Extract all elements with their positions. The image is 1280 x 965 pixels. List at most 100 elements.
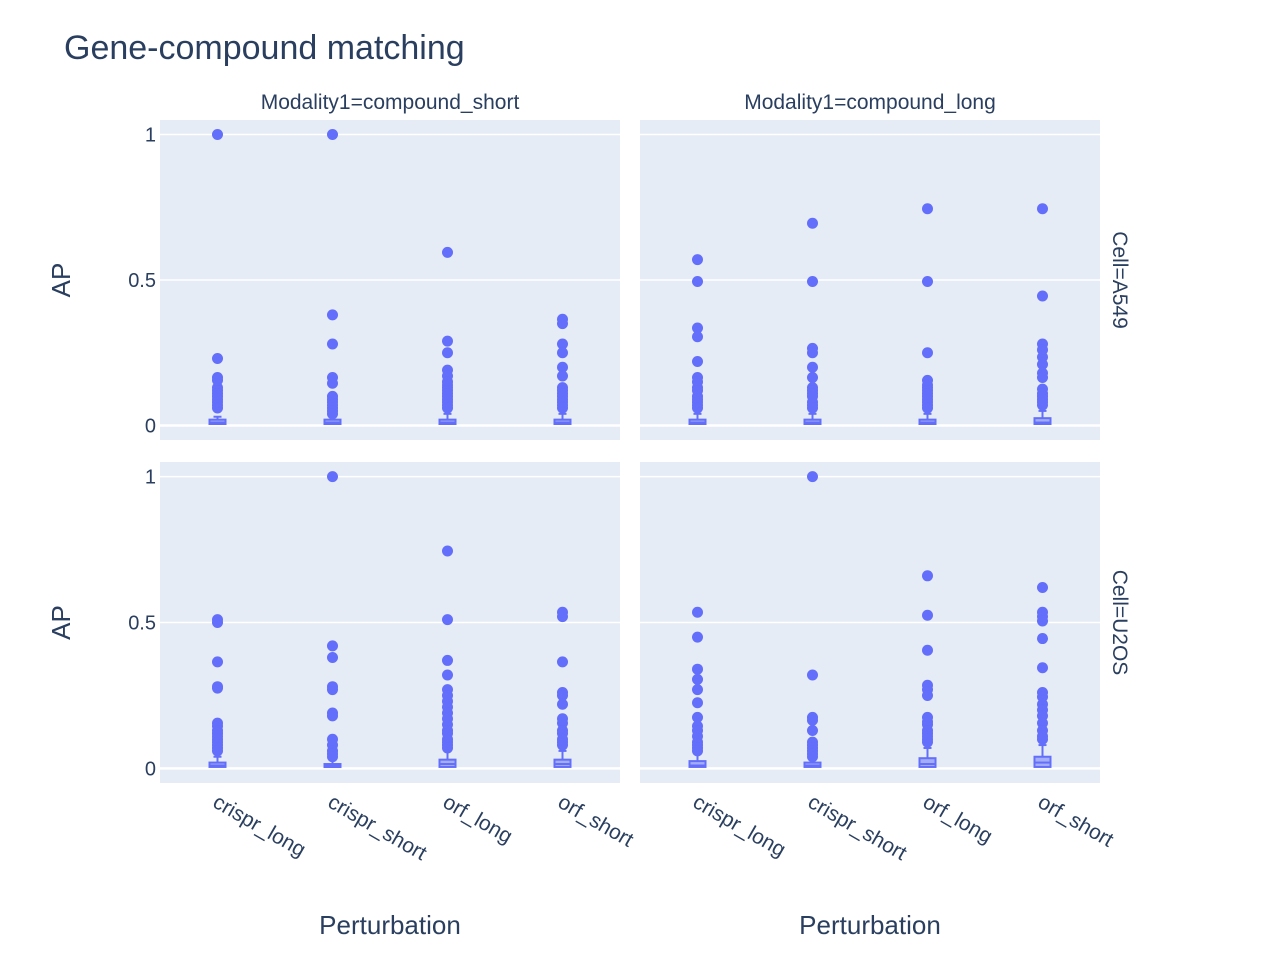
outlier-point (557, 347, 568, 359)
outlier-point (557, 318, 568, 330)
x-tick-label: orf_short (554, 790, 637, 851)
outlier-point (1037, 399, 1048, 411)
box-crispr_short (803, 471, 822, 768)
outlier-point (807, 714, 818, 726)
y-tick-label: 0.5 (128, 613, 156, 635)
y-tick-label: 0 (145, 415, 156, 437)
outlier-point (1037, 733, 1048, 745)
outlier-point (692, 663, 703, 675)
outlier-point (922, 402, 933, 414)
outlier-point (442, 347, 453, 359)
box-crispr_short (803, 217, 822, 425)
outlier-point (922, 644, 933, 656)
box-body (688, 760, 707, 768)
x-tick-label: orf_short (1034, 790, 1117, 851)
outlier-point (922, 347, 933, 359)
outlier-point (327, 471, 338, 483)
outlier-point (327, 710, 338, 722)
y-tick-label: 0 (145, 758, 156, 780)
y-tick-label: 1 (145, 467, 156, 489)
y-tick-label: 0.5 (128, 270, 156, 292)
outlier-point (1037, 633, 1048, 645)
outlier-point (557, 698, 568, 710)
outlier-point (807, 361, 818, 373)
outlier-point (692, 631, 703, 643)
outlier-point (557, 739, 568, 751)
box-orf_short (1033, 581, 1052, 768)
column-facet-title: Modality1=compound_long (744, 91, 996, 114)
outlier-point (807, 371, 818, 383)
outlier-point (442, 669, 453, 681)
outlier-point (922, 275, 933, 287)
outlier-point (442, 402, 453, 414)
box-orf_short (553, 606, 572, 768)
outlier-point (692, 711, 703, 723)
outlier-point (442, 545, 453, 557)
box-orf_long (918, 203, 937, 425)
outlier-point (1037, 615, 1048, 627)
row-facet-title: Cell=U2OS (1108, 570, 1131, 676)
outlier-point (922, 736, 933, 748)
x-tick-label: orf_long (439, 790, 516, 848)
box-orf_long (438, 246, 457, 425)
box-orf_long (918, 570, 937, 768)
outlier-point (212, 656, 223, 668)
outlier-point (692, 606, 703, 618)
outlier-point (557, 402, 568, 414)
y-tick-label: 1 (145, 125, 156, 147)
outlier-point (807, 471, 818, 483)
outlier-point (442, 614, 453, 626)
outlier-point (692, 673, 703, 685)
outlier-point (692, 745, 703, 757)
outlier-point (807, 347, 818, 359)
outlier-point (807, 751, 818, 763)
outlier-point (1037, 203, 1048, 215)
outlier-point (442, 246, 453, 258)
outlier-point (557, 611, 568, 623)
x-tick-label: crispr_short (324, 790, 431, 865)
outlier-point (327, 377, 338, 389)
outlier-point (692, 402, 703, 414)
outlier-point (692, 331, 703, 343)
x-tick-label: crispr_short (804, 790, 911, 865)
outlier-point (212, 129, 223, 141)
box-orf_long (438, 545, 457, 768)
outlier-point (807, 724, 818, 736)
panel-0 (160, 120, 620, 440)
outlier-point (327, 129, 338, 141)
box-crispr_long (688, 606, 707, 768)
outlier-point (1037, 581, 1048, 593)
outlier-point (212, 353, 223, 365)
x-axis-title: Perturbation (319, 910, 461, 940)
box-orf_short (1033, 203, 1052, 426)
y-axis-title: AP (46, 605, 76, 640)
outlier-point (327, 652, 338, 664)
outlier-point (327, 408, 338, 420)
outlier-point (922, 203, 933, 215)
box-crispr_long (208, 614, 227, 768)
x-tick-label: crispr_long (209, 790, 309, 861)
outlier-point (442, 654, 453, 666)
outlier-point (922, 570, 933, 582)
x-tick-label: orf_long (919, 790, 996, 848)
outlier-point (212, 402, 223, 414)
outlier-point (557, 656, 568, 668)
box-crispr_short (323, 129, 342, 425)
box-body (918, 757, 937, 768)
box-crispr_long (208, 129, 227, 425)
outlier-point (1037, 662, 1048, 674)
column-facet-title: Modality1=compound_short (261, 91, 520, 114)
outlier-point (807, 669, 818, 681)
outlier-point (327, 640, 338, 652)
outlier-point (212, 682, 223, 694)
outlier-point (922, 609, 933, 621)
outlier-point (1037, 371, 1048, 383)
box-crispr_short (323, 471, 342, 769)
outlier-point (557, 370, 568, 382)
outlier-point (807, 402, 818, 414)
outlier-point (692, 355, 703, 367)
outlier-point (807, 275, 818, 287)
outlier-point (212, 745, 223, 757)
box-body (1033, 417, 1052, 426)
